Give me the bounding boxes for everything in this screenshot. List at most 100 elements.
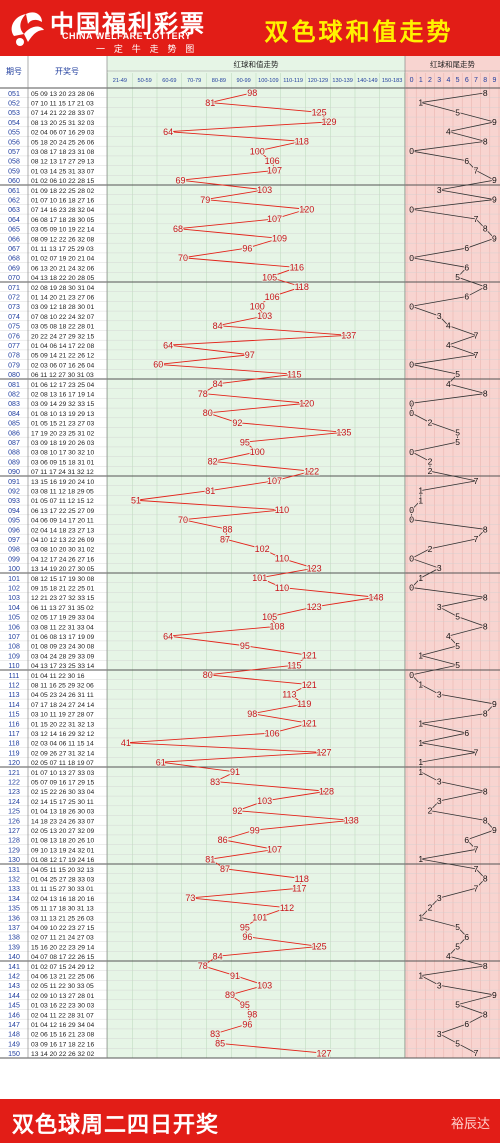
draw-numbers: 06 13 17 22 25 27 09 bbox=[31, 508, 94, 515]
tail-value-label: 4 bbox=[446, 340, 451, 350]
issue-number: 106 bbox=[8, 624, 20, 631]
sum-value-label: 88 bbox=[223, 525, 233, 535]
draw-numbers: 05 07 09 16 17 29 15 bbox=[31, 780, 94, 787]
sum-value-label: 96 bbox=[242, 243, 252, 253]
tail-value-label: 8 bbox=[483, 282, 488, 292]
tail-value-label: 1 bbox=[418, 912, 423, 922]
issue-number: 068 bbox=[8, 256, 20, 263]
draw-numbers: 02 04 14 18 23 27 13 bbox=[31, 527, 94, 534]
sum-value-label: 137 bbox=[341, 331, 356, 341]
welfare-lottery-logo-icon bbox=[11, 12, 44, 46]
sum-value-label: 122 bbox=[304, 466, 319, 476]
issue-number: 150 bbox=[8, 1051, 20, 1058]
issue-number: 140 bbox=[8, 954, 20, 961]
draw-numbers: 01 05 15 21 23 27 03 bbox=[31, 421, 94, 428]
draw-numbers: 06 11 13 27 31 35 02 bbox=[31, 605, 94, 612]
tail-value-label: 8 bbox=[483, 389, 488, 399]
issue-number: 138 bbox=[8, 935, 20, 942]
sum-value-label: 118 bbox=[295, 137, 309, 147]
sum-value-label: 125 bbox=[312, 942, 327, 952]
draw-numbers: 07 14 16 23 28 32 04 bbox=[31, 207, 94, 214]
sum-value-label: 99 bbox=[250, 825, 260, 835]
draw-numbers: 04 13 18 22 20 28 05 bbox=[31, 275, 94, 282]
draw-numbers: 04 09 10 22 23 27 15 bbox=[31, 925, 94, 932]
sum-column-header: 红球和值走势 bbox=[234, 59, 279, 69]
draw-numbers: 02 04 06 07 16 29 03 bbox=[31, 130, 94, 137]
issue-number: 069 bbox=[8, 265, 20, 272]
tail-bin-label: 5 bbox=[456, 77, 460, 84]
tail-bin-label: 9 bbox=[492, 77, 496, 84]
tail-value-label: 8 bbox=[483, 709, 488, 719]
sum-bin-label: 80-89 bbox=[212, 78, 226, 84]
sum-value-label: 120 bbox=[299, 204, 314, 214]
tail-value-label: 4 bbox=[446, 379, 451, 389]
issue-number: 124 bbox=[8, 799, 20, 806]
sum-value-label: 41 bbox=[121, 738, 131, 748]
sum-value-label: 100 bbox=[250, 146, 265, 156]
draw-numbers: 01 09 18 22 25 28 02 bbox=[31, 188, 94, 195]
tail-value-label: 1 bbox=[418, 971, 423, 981]
tail-value-label: 8 bbox=[483, 815, 488, 825]
issue-number: 078 bbox=[8, 353, 20, 360]
issue-number: 112 bbox=[8, 683, 19, 690]
sum-value-label: 108 bbox=[270, 622, 285, 632]
draw-numbers: 03 08 10 20 30 31 02 bbox=[31, 547, 94, 554]
draw-numbers: 04 06 13 21 22 25 06 bbox=[31, 974, 94, 981]
tail-value-label: 6 bbox=[464, 1019, 469, 1029]
tail-bin-label: 3 bbox=[437, 77, 441, 84]
draw-numbers: 01 03 16 22 23 30 03 bbox=[31, 1003, 94, 1010]
sum-value-label: 64 bbox=[163, 127, 173, 137]
sum-value-label: 125 bbox=[312, 107, 327, 117]
issue-number: 053 bbox=[8, 110, 20, 117]
footer-banner: 双色球周二四日开奖 裕辰达 bbox=[0, 1099, 500, 1143]
draw-numbers: 07 17 18 24 27 24 14 bbox=[31, 702, 94, 709]
sum-value-label: 79 bbox=[200, 195, 210, 205]
tail-value-label: 3 bbox=[437, 602, 442, 612]
issue-number: 093 bbox=[8, 498, 20, 505]
tail-value-label: 4 bbox=[446, 951, 451, 961]
draw-numbers: 17 19 20 23 25 31 02 bbox=[31, 430, 94, 437]
tail-value-label: 7 bbox=[474, 1048, 479, 1058]
tail-value-label: 8 bbox=[483, 1009, 488, 1019]
issue-number: 114 bbox=[8, 702, 19, 709]
sum-value-label: 61 bbox=[156, 757, 166, 767]
tail-value-label: 0 bbox=[409, 515, 414, 525]
sum-value-label: 92 bbox=[232, 418, 242, 428]
tail-bin-label: 7 bbox=[474, 77, 478, 84]
tail-value-label: 5 bbox=[455, 641, 460, 651]
draw-numbers: 01 15 20 22 31 32 13 bbox=[31, 721, 94, 728]
sum-value-label: 128 bbox=[319, 786, 334, 796]
sum-trend-chart: 期号 开奖号 红球和值走势 红球和尾走势 21-49 50-59 60-69 70-79 80-… bbox=[0, 56, 500, 1059]
issue-number: 100 bbox=[8, 566, 20, 573]
draw-numbers: 03 08 11 12 18 29 05 bbox=[31, 489, 94, 496]
tail-value-label: 1 bbox=[418, 854, 423, 864]
issue-number: 130 bbox=[8, 857, 20, 864]
draw-numbers: 01 11 15 27 30 33 01 bbox=[31, 886, 94, 893]
draw-numbers: 03 11 13 21 25 26 03 bbox=[31, 915, 94, 922]
issue-number: 055 bbox=[8, 130, 20, 137]
sum-value-label: 117 bbox=[292, 883, 306, 893]
sum-value-label: 118 bbox=[295, 282, 309, 292]
draw-numbers: 05 09 14 21 22 26 12 bbox=[31, 353, 94, 360]
sum-bin-label: 90-99 bbox=[236, 78, 250, 84]
sum-bin-label: 100-109 bbox=[258, 78, 279, 84]
draw-numbers: 09 10 13 19 24 32 01 bbox=[31, 847, 94, 854]
draw-numbers: 03 09 18 19 20 26 03 bbox=[31, 440, 94, 447]
tail-value-label: 2 bbox=[428, 466, 433, 476]
sum-bin-label: 50-59 bbox=[137, 78, 151, 84]
sum-value-label: 84 bbox=[213, 951, 223, 961]
issue-number: 128 bbox=[8, 838, 20, 845]
sum-value-label: 107 bbox=[267, 845, 282, 855]
issue-number: 081 bbox=[8, 382, 20, 389]
sum-value-label: 103 bbox=[257, 796, 272, 806]
draw-numbers: 02 05 13 20 27 32 09 bbox=[31, 828, 94, 835]
draw-numbers: 02 15 22 26 30 33 04 bbox=[31, 789, 94, 796]
issue-number: 071 bbox=[8, 285, 20, 292]
left-columns-bg bbox=[0, 56, 107, 1058]
draw-numbers: 05 11 17 18 30 31 13 bbox=[31, 906, 94, 913]
sum-value-label: 85 bbox=[215, 1039, 225, 1049]
draw-numbers: 01 04 06 14 17 22 08 bbox=[31, 343, 94, 350]
tail-value-label: 3 bbox=[437, 980, 442, 990]
draw-numbers: 01 05 07 11 12 15 12 bbox=[31, 498, 94, 505]
issue-number: 091 bbox=[8, 479, 20, 486]
